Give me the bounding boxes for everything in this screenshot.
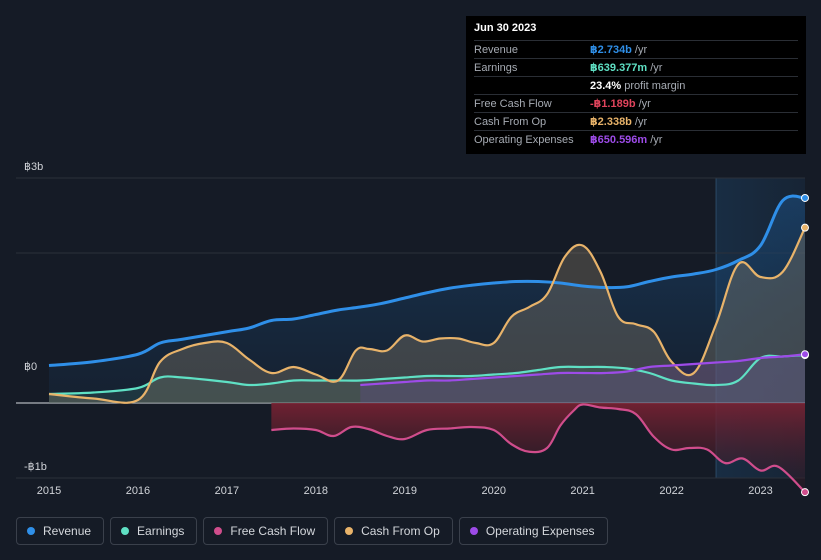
x-tick-label: 2018 [303, 485, 329, 497]
tooltip-row-value: ฿650.596m [590, 134, 648, 146]
chart-legend: Revenue Earnings Free Cash Flow Cash From O… [16, 517, 608, 545]
operating-expenses-line [360, 353, 806, 387]
legend-item-operating-expenses[interactable]: Operating Expenses [458, 517, 608, 545]
x-tick-label: 2022 [659, 485, 684, 497]
tooltip-row-label: Operating Expenses [474, 133, 574, 146]
tooltip-row: Cash From Op ฿2.338b/yr [474, 112, 798, 130]
earnings-line [48, 353, 806, 396]
x-tick-label: 2017 [214, 485, 240, 497]
tooltip-row-unit: /yr [634, 115, 648, 128]
legend-dot-icon [214, 527, 223, 535]
y-tick-label: ฿3b [24, 161, 44, 173]
x-tick-label: 2019 [392, 485, 417, 497]
free-cash-flow-endpoint-marker [801, 488, 809, 497]
tooltip-row: 23.4% profit margin [474, 76, 798, 94]
cash-from-op-area [49, 227, 805, 403]
tooltip-row-label: Free Cash Flow [474, 97, 552, 110]
data-tooltip: Jun 30 2023 Revenue ฿2.734b/yr Earnings ฿63… [466, 16, 806, 154]
tooltip-row-label: Cash From Op [474, 115, 547, 128]
legend-label: Earnings [137, 524, 185, 538]
free-cash-flow-area [271, 403, 806, 493]
legend-item-free-cash-flow[interactable]: Free Cash Flow [203, 517, 329, 545]
tooltip-row-unit: /yr [638, 97, 651, 110]
legend-dot-icon [121, 527, 130, 535]
x-tick-label: 2016 [125, 485, 151, 497]
tooltip-row: Revenue ฿2.734b/yr [474, 40, 798, 58]
x-tick-label: 2023 [748, 485, 773, 497]
legend-item-earnings[interactable]: Earnings [110, 517, 198, 545]
tooltip-row-unit: /yr [634, 43, 648, 56]
tooltip-row-value: -฿1.189b [590, 98, 636, 110]
tooltip-row: Operating Expenses ฿650.596m/yr [474, 130, 798, 148]
revenue-line [48, 194, 806, 367]
tooltip-row-label: Revenue [474, 43, 519, 56]
y-tick-label: ฿0 [24, 361, 38, 373]
cash-from-op-endpoint-marker [801, 223, 809, 232]
legend-item-cash-from-op[interactable]: Cash From Op [334, 517, 453, 545]
tooltip-row-unit: profit margin [624, 79, 686, 92]
free-cash-flow-line [271, 403, 806, 493]
legend-dot-icon [469, 527, 478, 535]
tooltip-date: Jun 30 2023 [474, 22, 537, 34]
tooltip-row: Earnings ฿639.377m/yr [474, 58, 798, 76]
tooltip-row-unit: /yr [650, 61, 663, 74]
operating-expenses-area [360, 354, 805, 403]
legend-dot-icon [345, 527, 354, 535]
earnings-area [49, 355, 805, 403]
y-tick-label: -฿1b [24, 461, 47, 473]
tooltip-row-value: ฿2.734b [590, 44, 632, 56]
tooltip-row-value: 23.4% [590, 79, 622, 92]
legend-dot-icon [27, 527, 35, 535]
x-tick-label: 2021 [570, 485, 595, 497]
legend-label: Cash From Op [361, 524, 440, 538]
tooltip-row-unit: /yr [650, 133, 663, 146]
cash-from-op-line [48, 227, 806, 404]
tooltip-row-value: ฿2.338b [590, 116, 632, 128]
legend-label: Free Cash Flow [230, 524, 316, 538]
operating-expenses-endpoint-marker [801, 350, 809, 359]
revenue-endpoint-marker [801, 193, 809, 202]
x-tick-label: 2020 [481, 485, 506, 497]
tooltip-row-value: ฿639.377m [590, 62, 648, 74]
x-tick-label: 2015 [36, 485, 62, 497]
legend-label: Operating Expenses [485, 524, 595, 538]
tooltip-row-label: Earnings [474, 61, 518, 74]
legend-label: Revenue [43, 524, 92, 538]
tooltip-row: Free Cash Flow -฿1.189b/yr [474, 94, 798, 112]
legend-item-revenue[interactable]: Revenue [16, 517, 105, 545]
